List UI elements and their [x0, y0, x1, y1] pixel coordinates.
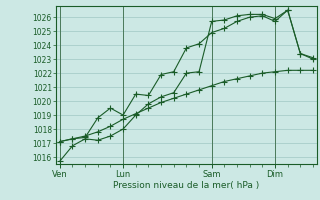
- X-axis label: Pression niveau de la mer( hPa ): Pression niveau de la mer( hPa ): [113, 181, 260, 190]
